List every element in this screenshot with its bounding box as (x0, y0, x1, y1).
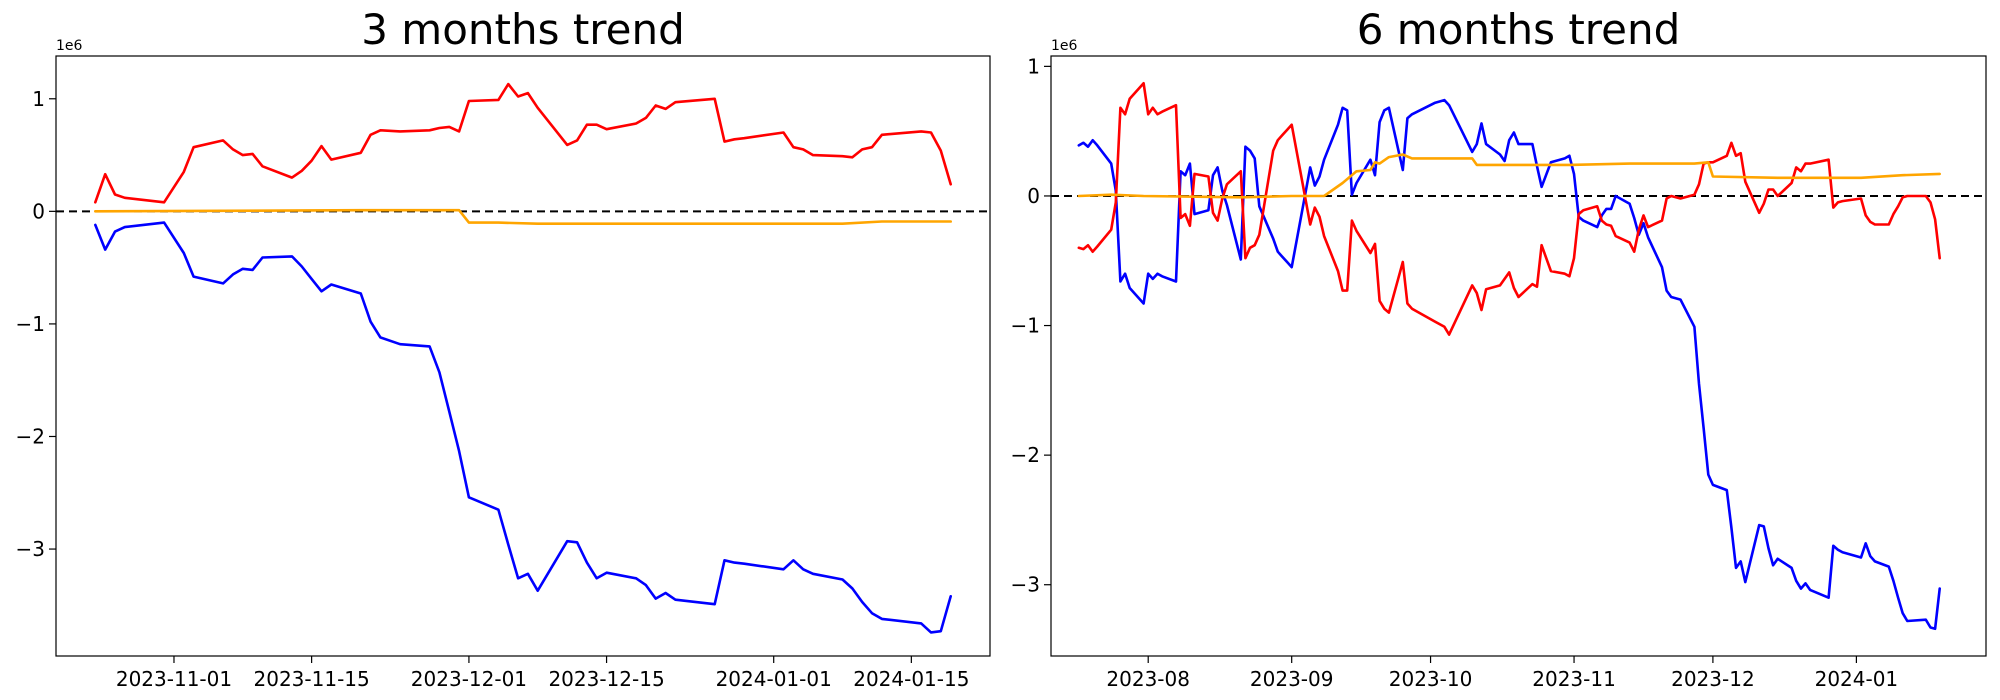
y-offset-label: 1e6 (1051, 38, 1078, 54)
chart-panel-1: 3 months trend 1e6 1 0 −1 −2 −3 2023-11-01 2023-… (16, 5, 991, 691)
series-line-3 (94, 208, 953, 225)
series-line-1 (94, 82, 953, 204)
y-tick-label: 1 (32, 87, 45, 111)
y-tick-label: −1 (16, 312, 45, 336)
x-tick-label: 2023-12-15 (548, 667, 664, 691)
series-line-2 (1077, 81, 1941, 336)
y-tick-label: −2 (1011, 443, 1040, 467)
x-tick-label: 2024-01-15 (853, 667, 969, 691)
x-tick-label: 2023-09 (1250, 667, 1334, 691)
x-tick-label: 2023-08 (1106, 667, 1190, 691)
y-tick-label: 1 (1027, 54, 1040, 78)
series-line-3 (1077, 153, 1941, 199)
chart-title: 3 months trend (361, 5, 685, 54)
y-tick-label: 0 (1027, 184, 1040, 208)
y-tick-label: 0 (32, 199, 45, 223)
y-offset-label: 1e6 (56, 38, 83, 54)
x-tick-label: 2024-01 (1815, 667, 1899, 691)
plot-frame (55, 55, 991, 657)
x-tick-label: 2024-01-01 (716, 667, 832, 691)
x-tick-label: 2023-12-01 (411, 667, 527, 691)
y-tick-label: −2 (16, 424, 45, 448)
x-tick-label: 2023-10 (1389, 667, 1473, 691)
chart-panel-2: 6 months trend 1e6 1 0 −1 −2 −3 2023-08 2023-09 2… (1011, 5, 1987, 691)
y-tick-label: −3 (16, 537, 45, 561)
x-tick-label: 2023-11 (1532, 667, 1616, 691)
plot-frame (1050, 55, 1987, 657)
series-line-2 (94, 221, 953, 634)
chart-title: 6 months trend (1357, 5, 1681, 54)
y-tick-label: −1 (1011, 314, 1040, 338)
x-tick-label: 2023-11-15 (254, 667, 370, 691)
x-tick-label: 2023-11-01 (116, 667, 232, 691)
y-tick-label: −3 (1011, 573, 1040, 597)
x-tick-label: 2023-12 (1671, 667, 1755, 691)
